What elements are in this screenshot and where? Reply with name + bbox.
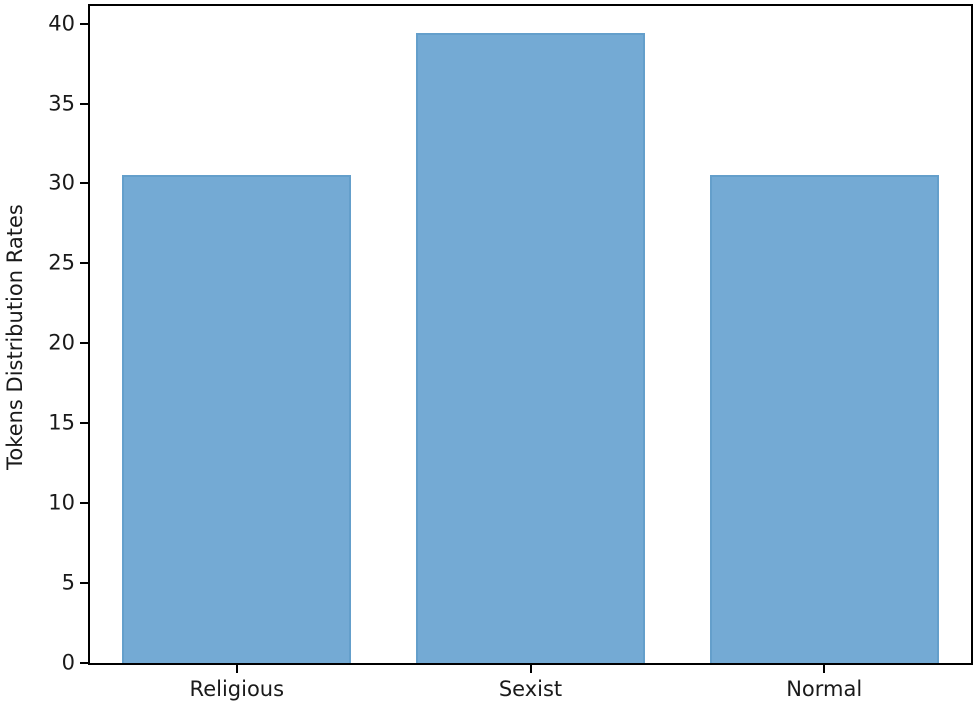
y-tick-label: 15	[48, 410, 75, 435]
bar-sexist	[416, 33, 646, 663]
y-tick-mark	[80, 422, 88, 425]
y-tick-label: 40	[48, 11, 75, 36]
y-tick-mark	[80, 22, 88, 25]
x-tick-mark	[823, 665, 826, 673]
y-tick-mark	[80, 502, 88, 505]
y-tick-mark	[80, 342, 88, 345]
y-tick-label: 10	[48, 490, 75, 515]
y-tick-mark	[80, 102, 88, 105]
x-tick-label: Sexist	[498, 677, 563, 701]
y-tick-mark	[80, 582, 88, 585]
y-tick-mark	[80, 182, 88, 185]
x-tick-mark	[235, 665, 238, 673]
bar-normal	[709, 175, 939, 663]
x-tick-mark	[529, 665, 532, 673]
y-tick-label: 25	[48, 250, 75, 275]
x-tick-label: Normal	[786, 677, 863, 701]
bar-religious	[122, 175, 352, 663]
y-tick-label: 20	[48, 330, 75, 355]
x-tick-label: Religious	[189, 677, 285, 701]
y-tick-mark	[80, 262, 88, 265]
y-tick-label: 0	[61, 650, 75, 675]
y-tick-label: 30	[48, 170, 75, 195]
y-tick-label: 35	[48, 91, 75, 115]
y-tick-mark	[80, 662, 88, 664]
y-tick-label: 5	[61, 570, 75, 595]
